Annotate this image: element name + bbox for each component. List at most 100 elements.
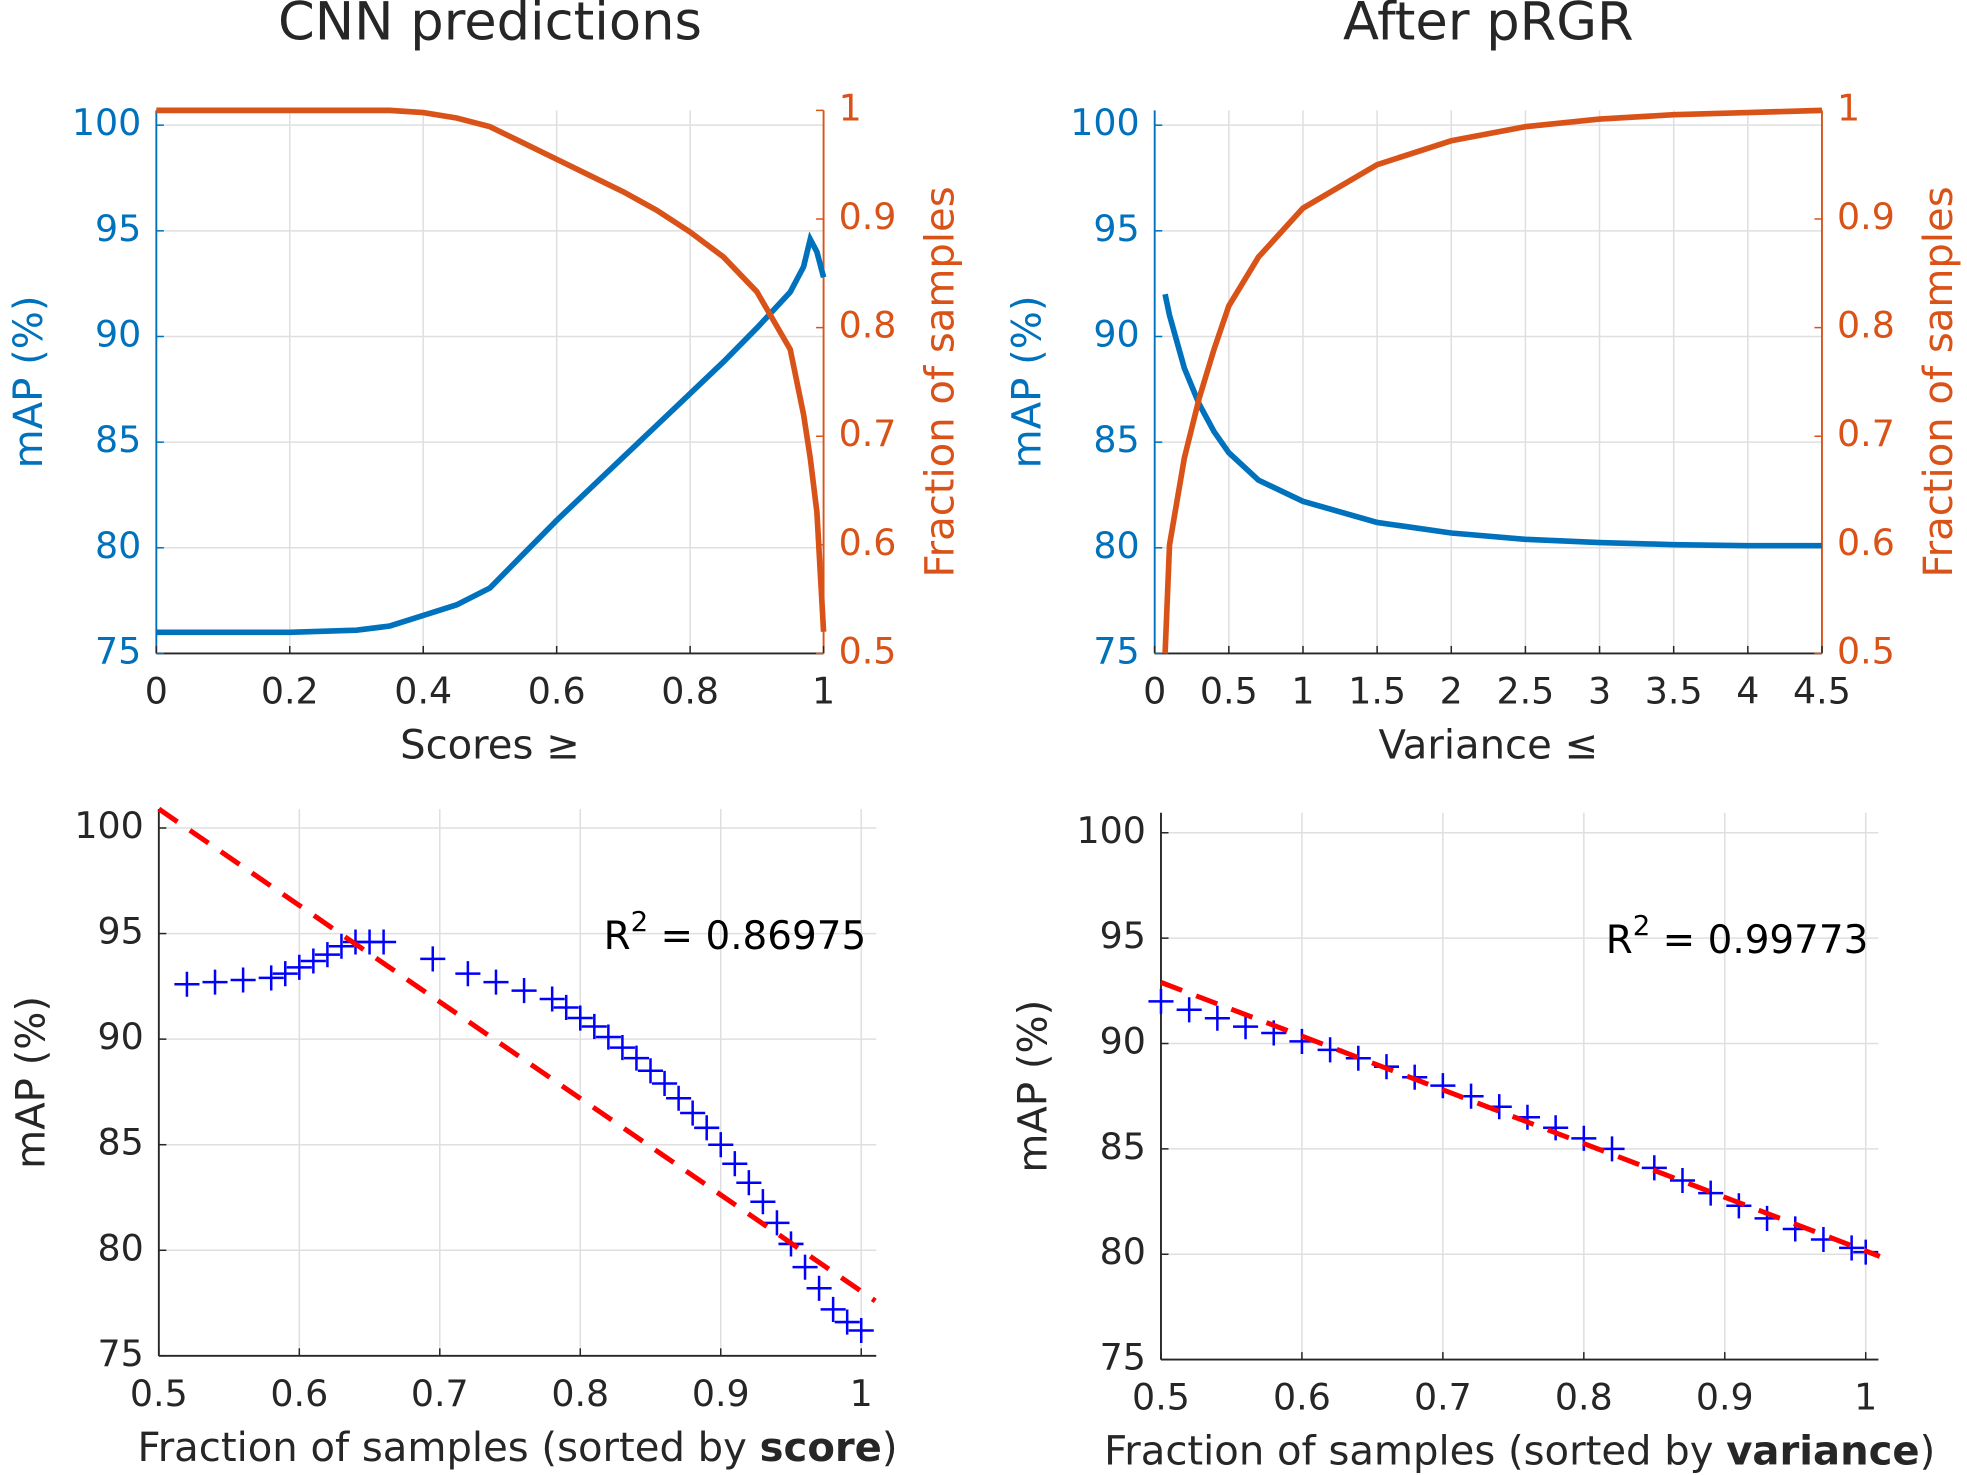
x-tick-label: 4 <box>1736 670 1759 713</box>
chart-title: CNN predictions <box>278 0 702 53</box>
y2-tick-label: 0.5 <box>839 629 897 672</box>
y-tick-label: 95 <box>1093 207 1139 250</box>
y-tick-label: 100 <box>1070 101 1139 144</box>
y-tick-label: 90 <box>1093 312 1139 355</box>
y-axis-label: mAP (%) <box>1011 1000 1057 1173</box>
data-point <box>567 1005 593 1031</box>
x-tick-label: 3.5 <box>1645 670 1703 713</box>
annotation-text: = 0.99773 <box>1650 917 1868 962</box>
y-axis-label: mAP (%) <box>1004 295 1050 468</box>
x-axis-label: Fraction of samples (sorted by variance) <box>1104 1429 1935 1475</box>
x-tick-label: 1 <box>850 1372 873 1415</box>
y-axis-label: mAP (%) <box>8 996 54 1169</box>
data-point <box>328 933 354 959</box>
x-axis-label-part: variance <box>1726 1429 1919 1475</box>
y-tick-label: 95 <box>97 910 143 953</box>
y2-tick-label: 0.7 <box>1837 412 1895 455</box>
data-point <box>792 1254 818 1280</box>
data-point <box>1148 988 1174 1014</box>
y2-axis-label: Fraction of samples <box>1916 186 1962 577</box>
data-point <box>1669 1167 1696 1194</box>
data-point <box>511 978 537 1004</box>
x-tick-label: 0.8 <box>551 1372 609 1415</box>
x-tick-label: 0.6 <box>270 1372 328 1415</box>
data-point <box>680 1100 706 1126</box>
y-tick-label: 90 <box>97 1015 143 1058</box>
data-point <box>286 954 312 980</box>
y-tick-label: 80 <box>97 1226 143 1269</box>
data-line <box>1162 107 1823 654</box>
annotation-base: R <box>604 914 631 959</box>
x-tick-label: 0.9 <box>692 1372 750 1415</box>
data-point <box>371 929 397 955</box>
data-point <box>848 1317 874 1344</box>
data-point <box>420 946 446 972</box>
y-tick-label: 90 <box>95 312 141 355</box>
x-tick-label: 1 <box>1291 670 1314 713</box>
data-point <box>722 1151 748 1177</box>
x-axis-label: Fraction of samples (sorted by score) <box>138 1425 898 1471</box>
data-point <box>1430 1073 1456 1099</box>
data-point <box>1571 1125 1597 1151</box>
data-point <box>750 1189 776 1215</box>
data-point <box>736 1170 762 1196</box>
data-point <box>623 1045 650 1071</box>
data-line <box>1162 293 1822 549</box>
data-point <box>581 1013 607 1040</box>
annotation: R2 = 0.86975 <box>604 905 867 959</box>
y2-tick-label: 0.9 <box>1837 195 1895 238</box>
data-point <box>1204 1005 1230 1031</box>
y-tick-label: 75 <box>1093 629 1139 672</box>
x-axis-label: Variance ≤ <box>1378 723 1598 769</box>
x-tick-label: 0.5 <box>1200 670 1258 713</box>
chart-title: After pRGR <box>1343 0 1634 53</box>
x-tick-label: 0.9 <box>1696 1376 1754 1419</box>
y-tick-label: 80 <box>95 524 141 567</box>
y-tick-label: 85 <box>1093 418 1139 461</box>
data-point <box>820 1296 846 1322</box>
data-point <box>1543 1115 1569 1141</box>
annotation: R2 = 0.99773 <box>1606 909 1869 963</box>
annotation-text: = 0.86975 <box>648 914 866 959</box>
y-tick-label: 85 <box>1100 1125 1146 1168</box>
data-point <box>483 969 509 995</box>
fit-line <box>157 806 877 1304</box>
data-point <box>708 1132 734 1158</box>
data-point <box>1233 1014 1259 1040</box>
x-axis-label-part: Fraction of samples (sorted by <box>1104 1429 1726 1475</box>
data-point <box>1839 1235 1865 1261</box>
data-point <box>834 1309 860 1335</box>
data-point <box>1345 1045 1371 1071</box>
y2-tick-label: 1 <box>1837 86 1860 129</box>
data-point <box>1176 997 1202 1023</box>
x-tick-label: 2.5 <box>1496 670 1554 713</box>
data-point <box>595 1024 621 1050</box>
x-tick-label: 0 <box>1143 670 1166 713</box>
data-point <box>455 961 481 987</box>
x-tick-label: 0.5 <box>130 1372 188 1415</box>
y-tick-label: 100 <box>74 804 143 847</box>
data-point <box>272 961 298 987</box>
x-tick-label: 0.7 <box>1414 1376 1472 1419</box>
x-tick-label: 1 <box>1854 1376 1877 1419</box>
x-tick-label: 1.5 <box>1348 670 1406 713</box>
annotation-superscript: 2 <box>631 905 649 938</box>
y-tick-label: 90 <box>1100 1020 1146 1063</box>
y2-tick-label: 0.8 <box>839 304 897 347</box>
y-tick-label: 85 <box>97 1121 143 1164</box>
data-point <box>553 994 579 1021</box>
data-point <box>694 1115 720 1141</box>
data-point <box>1698 1180 1724 1206</box>
annotation-base: R <box>1606 917 1633 962</box>
y-tick-label: 80 <box>1100 1230 1146 1273</box>
y2-tick-label: 1 <box>839 86 862 129</box>
y2-tick-label: 0.9 <box>839 195 897 238</box>
x-tick-label: 0.7 <box>411 1372 469 1415</box>
y-tick-label: 95 <box>95 207 141 250</box>
y2-tick-label: 0.6 <box>839 521 897 564</box>
y-tick-label: 85 <box>95 418 141 461</box>
y2-tick-label: 0.8 <box>1837 304 1895 347</box>
y-tick-label: 75 <box>97 1332 143 1375</box>
x-tick-label: 0.4 <box>394 670 452 713</box>
